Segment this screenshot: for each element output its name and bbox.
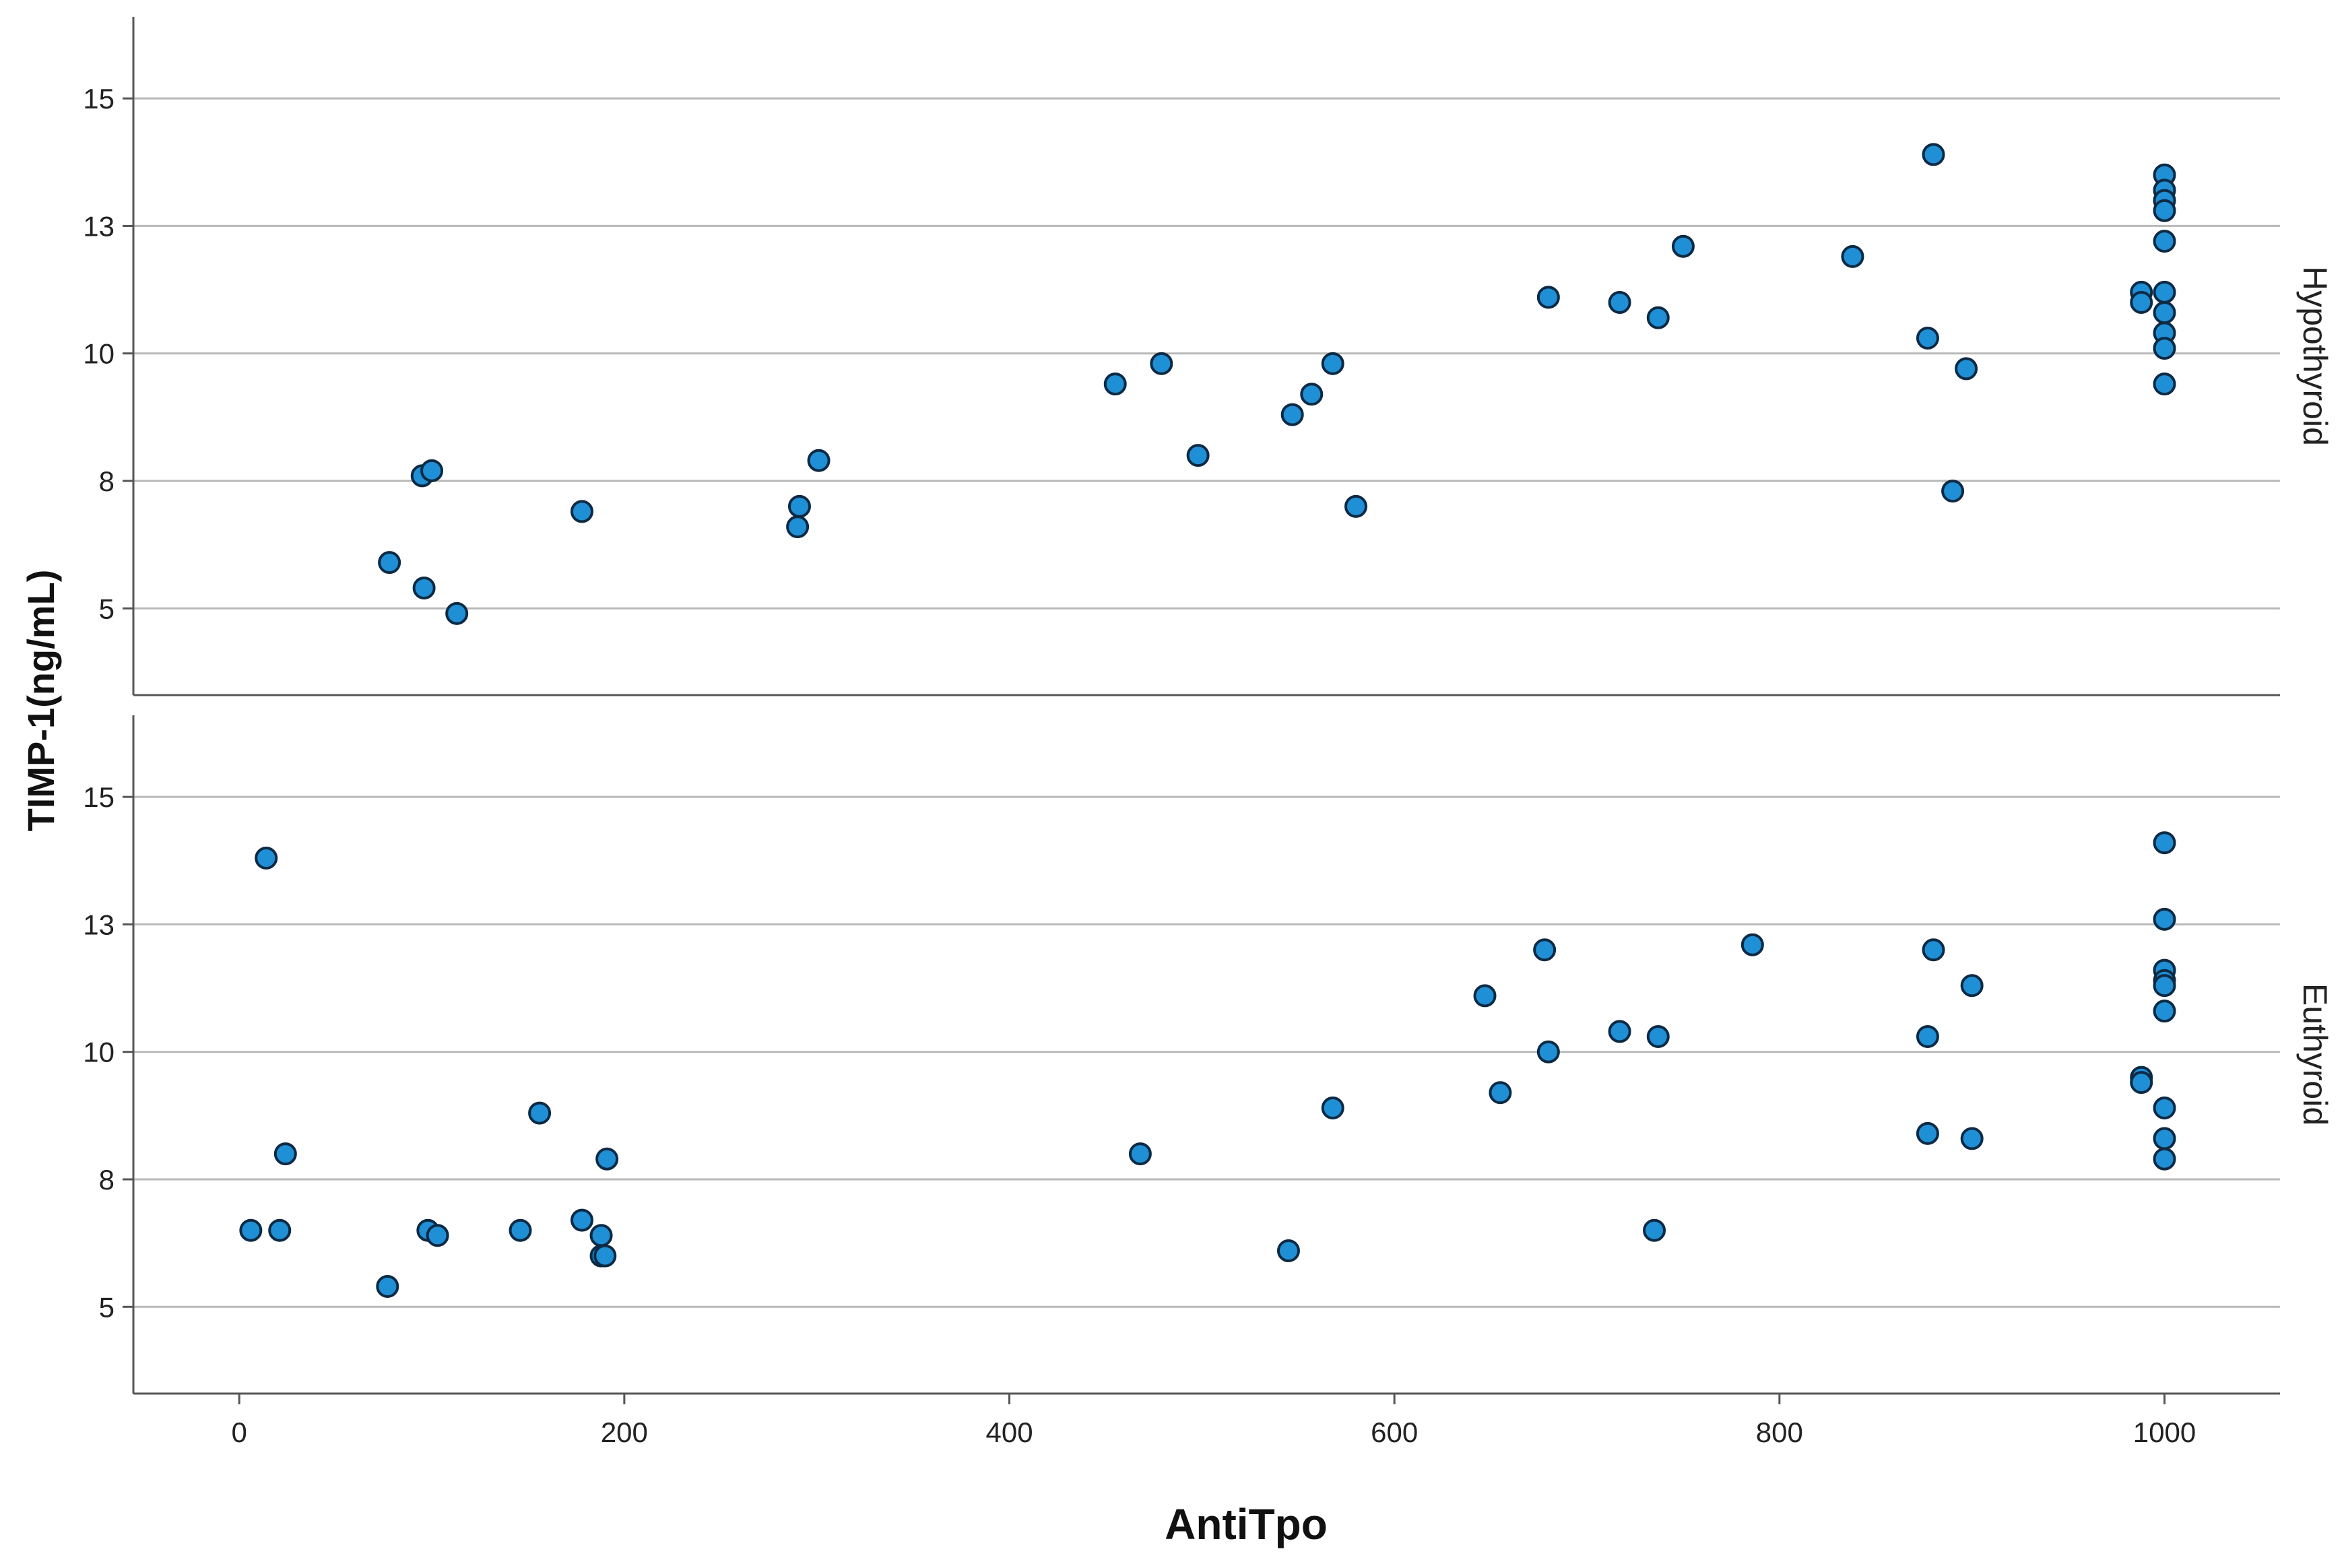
data-point bbox=[2153, 372, 2176, 396]
data-point bbox=[412, 577, 436, 599]
data-point bbox=[1276, 1239, 1300, 1262]
data-point bbox=[1643, 1218, 1666, 1242]
x-tick-label: 0 bbox=[232, 1416, 247, 1448]
data-point bbox=[1473, 984, 1497, 1008]
x-tick-label: 200 bbox=[601, 1416, 648, 1448]
data-point bbox=[1533, 938, 1557, 962]
data-point bbox=[1608, 1020, 1631, 1043]
data-point bbox=[2153, 831, 2176, 855]
data-point bbox=[2153, 1000, 2176, 1023]
data-point bbox=[807, 449, 831, 472]
data-point bbox=[1186, 444, 1210, 467]
x-tick-label: 600 bbox=[1371, 1416, 1418, 1448]
data-point bbox=[239, 1218, 263, 1242]
data-point bbox=[2153, 1127, 2176, 1150]
data-point bbox=[2153, 974, 2176, 998]
data-point bbox=[1740, 933, 1764, 956]
data-point bbox=[2153, 907, 2176, 931]
x-tick-label: 1000 bbox=[2133, 1416, 2196, 1448]
data-point bbox=[268, 1218, 292, 1242]
data-point bbox=[1321, 1097, 1344, 1119]
data-point bbox=[2153, 230, 2176, 253]
data-point bbox=[1941, 480, 1965, 503]
data-point bbox=[595, 1147, 619, 1171]
data-point bbox=[1646, 1025, 1670, 1048]
data-point bbox=[1916, 327, 1939, 350]
data-point bbox=[570, 500, 593, 523]
data-point bbox=[1960, 974, 1984, 998]
x-tick-label: 400 bbox=[985, 1416, 1033, 1448]
x-axis-title: AntiTpo bbox=[1165, 1500, 1328, 1548]
data-point bbox=[1344, 494, 1368, 518]
data-point bbox=[1536, 1040, 1560, 1064]
data-point bbox=[420, 459, 444, 482]
data-point bbox=[1922, 938, 1945, 962]
data-point bbox=[376, 1275, 399, 1298]
data-point bbox=[1150, 352, 1173, 375]
data-point bbox=[2130, 291, 2153, 314]
data-point bbox=[1103, 372, 1127, 396]
data-point bbox=[2153, 337, 2176, 360]
data-point bbox=[1489, 1081, 1512, 1105]
data-point bbox=[1608, 291, 1631, 314]
data-point bbox=[1321, 352, 1344, 375]
y-tick-label: 15 bbox=[83, 83, 115, 115]
y-tick-label: 8 bbox=[99, 465, 115, 497]
x-axis: 0 200 400 600 800 1000 bbox=[232, 1394, 2196, 1448]
y-tick-label: 13 bbox=[83, 909, 115, 940]
data-point bbox=[1300, 383, 1324, 406]
panel-hypothyroid: 5 8 10 13 15 Hypothyroid bbox=[83, 17, 2334, 696]
y-tick-label: 13 bbox=[83, 210, 115, 242]
data-point bbox=[1955, 357, 1978, 381]
data-point bbox=[1646, 306, 1670, 329]
y-axis-title: TIMP-1(ng/mL) bbox=[20, 570, 62, 832]
data-point bbox=[426, 1224, 449, 1247]
data-point bbox=[1671, 234, 1695, 258]
panel-label: Euthyroid bbox=[2296, 983, 2334, 1125]
data-point bbox=[786, 515, 810, 539]
data-point bbox=[1841, 244, 1864, 268]
y-tick-label: 5 bbox=[99, 1291, 115, 1323]
data-point bbox=[255, 847, 278, 870]
data-point bbox=[528, 1101, 552, 1125]
data-point bbox=[1922, 143, 1945, 166]
data-point bbox=[1960, 1127, 1984, 1150]
data-point bbox=[2130, 1071, 2153, 1095]
data-point bbox=[445, 601, 469, 625]
data-point bbox=[2153, 199, 2176, 222]
data-point bbox=[570, 1208, 593, 1232]
panels-layer: 5 8 10 13 15 Hypothyroid 5 8 10 13 15 Euthyroid bbox=[83, 17, 2334, 1395]
y-tick-label: 10 bbox=[83, 1037, 115, 1068]
y-tick-label: 5 bbox=[99, 593, 115, 624]
data-point bbox=[1536, 286, 1560, 309]
data-point bbox=[589, 1224, 613, 1247]
data-point bbox=[2153, 1097, 2176, 1119]
y-tick-label: 10 bbox=[83, 338, 115, 370]
data-point bbox=[2153, 280, 2176, 304]
data-point bbox=[593, 1244, 617, 1268]
panel-label: Hypothyroid bbox=[2296, 266, 2334, 446]
data-point bbox=[1128, 1142, 1152, 1166]
panel-euthyroid: 5 8 10 13 15 Euthyroid bbox=[83, 715, 2334, 1395]
x-tick-label: 800 bbox=[1756, 1416, 1803, 1448]
data-point bbox=[509, 1218, 532, 1242]
y-tick-label: 15 bbox=[83, 781, 115, 813]
data-point bbox=[378, 551, 401, 575]
data-point bbox=[2153, 301, 2176, 325]
data-point bbox=[787, 494, 811, 518]
data-point bbox=[2153, 1147, 2176, 1171]
y-tick-label: 8 bbox=[99, 1164, 115, 1196]
data-point bbox=[1280, 403, 1304, 426]
data-point bbox=[273, 1142, 297, 1166]
data-point bbox=[1916, 1025, 1939, 1048]
data-point bbox=[1916, 1121, 1939, 1145]
